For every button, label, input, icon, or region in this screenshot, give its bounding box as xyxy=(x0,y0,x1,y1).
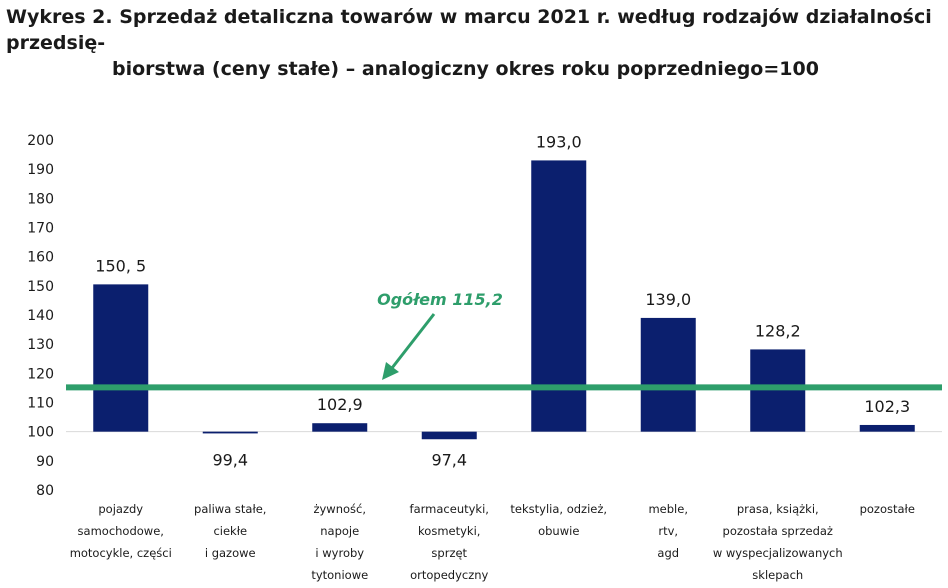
category-label: sprzęt xyxy=(431,546,467,560)
category-label: pojazdy xyxy=(98,502,143,516)
y-tick-label: 130 xyxy=(27,337,54,353)
annotation-arrow-head xyxy=(382,362,399,380)
y-tick-label: 80 xyxy=(36,483,54,499)
category-label: farmaceutyki, xyxy=(410,502,489,516)
data-label: 139,0 xyxy=(645,290,691,309)
annotation-arrow-shaft xyxy=(390,313,436,369)
category-label: ortopedyczny xyxy=(410,568,488,582)
y-tick-label: 200 xyxy=(27,133,54,149)
category-label: i gazowe xyxy=(205,546,256,560)
data-label: 102,3 xyxy=(864,397,910,416)
y-tick-label: 160 xyxy=(27,250,54,266)
category-label: w wyspecjalizowanych xyxy=(713,546,843,560)
category-label: żywność, xyxy=(313,502,366,516)
category-label: tekstylia, odzież, xyxy=(510,502,607,516)
category-label: obuwie xyxy=(538,524,579,538)
chart-title-line-1: Wykres 2. Sprzedaż detaliczna towarów w … xyxy=(6,6,932,54)
data-label: 193,0 xyxy=(536,132,582,151)
category-label: samochodowe, xyxy=(78,524,164,538)
bar xyxy=(640,317,696,432)
bar xyxy=(531,160,587,432)
category-label: paliwa stałe, xyxy=(194,502,266,516)
category-label: pozostałe xyxy=(860,502,915,516)
category-label: kosmetyki, xyxy=(418,524,480,538)
y-tick-label: 120 xyxy=(27,366,54,382)
chart-title-line-2: biorstwa (ceny stałe) – analogiczny okre… xyxy=(112,58,819,80)
bar xyxy=(859,424,915,432)
category-label: agd xyxy=(657,546,679,560)
category-label: pozostała sprzedaż xyxy=(723,524,833,538)
category-label: rtv, xyxy=(658,524,678,538)
bar xyxy=(750,349,806,432)
y-tick-label: 150 xyxy=(27,279,54,295)
y-tick-label: 190 xyxy=(27,162,54,178)
y-tick-label: 170 xyxy=(27,221,54,237)
data-label: 102,9 xyxy=(317,395,363,414)
chart-title: Wykres 2. Sprzedaż detaliczna towarów w … xyxy=(6,4,942,82)
category-label: ciekłe xyxy=(213,524,247,538)
data-label: 97,4 xyxy=(431,451,467,470)
y-tick-label: 180 xyxy=(27,191,54,207)
category-label: tytoniowe xyxy=(311,568,368,582)
category-label: prasa, książki, xyxy=(737,502,819,516)
y-tick-label: 140 xyxy=(27,308,54,324)
reference-annotation-label: Ogółem 115,2 xyxy=(377,290,503,309)
bar xyxy=(93,284,149,432)
category-label: motocykle, części xyxy=(70,546,172,560)
category-label: napoje xyxy=(320,524,359,538)
category-label: meble, xyxy=(648,502,688,516)
y-tick-label: 110 xyxy=(27,396,54,412)
data-label: 128,2 xyxy=(755,321,801,340)
y-tick-label: 90 xyxy=(36,454,54,470)
bar xyxy=(202,431,258,434)
bar xyxy=(312,423,368,432)
category-label: i wyroby xyxy=(315,546,364,560)
data-label: 99,4 xyxy=(212,451,248,470)
data-label: 150, 5 xyxy=(95,256,146,275)
bar xyxy=(421,431,477,440)
y-tick-label: 100 xyxy=(27,425,54,441)
category-label: sklepach xyxy=(752,568,803,582)
